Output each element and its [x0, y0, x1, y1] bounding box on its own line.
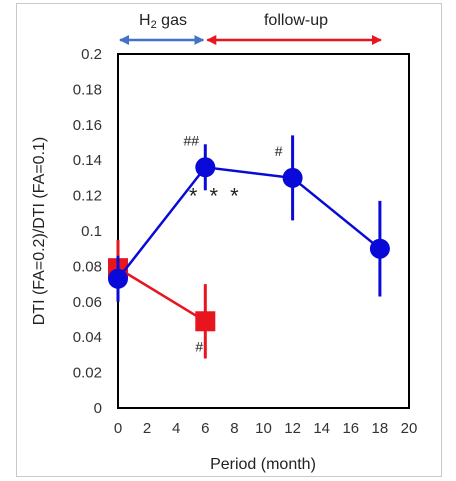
annotation-label: #: [275, 143, 283, 159]
y-tick-label: 0: [94, 400, 102, 417]
data-point-circle: [108, 268, 128, 289]
series-line: [117, 267, 206, 323]
phase-label-follow-up: follow-up: [264, 12, 328, 29]
data-marks: [108, 135, 390, 359]
y-tick-label: 0.2: [81, 46, 102, 63]
annotation-label: * * *: [189, 183, 242, 208]
y-tick-label: 0.16: [73, 117, 102, 134]
y-tick-label: 0.1: [81, 223, 102, 240]
data-point-circle: [282, 167, 303, 188]
x-tick-label: 6: [201, 420, 209, 437]
annotation-label: #: [195, 338, 203, 354]
series-line: [117, 165, 381, 280]
x-tick-label: 8: [230, 420, 238, 437]
x-axis-ticks: 0 2 4 6 8 10 12 14 16 18 20: [114, 420, 418, 437]
y-tick-label: 0.12: [73, 188, 102, 205]
x-tick-label: 18: [372, 420, 389, 437]
x-axis-title: Period (month): [210, 456, 316, 473]
y-axis-ticks: 0 0.02 0.04 0.06 0.08 0.1 0.12 0.14 0.16 0.18 0.2: [73, 46, 102, 417]
y-tick-label: 0.04: [73, 329, 102, 346]
annotation-label: ##: [184, 132, 200, 148]
x-tick-label: 4: [172, 420, 180, 437]
y-tick-label: 0.14: [73, 152, 102, 169]
data-point-square: [195, 311, 216, 332]
x-tick-label: 10: [255, 420, 272, 437]
y-tick-label: 0.18: [73, 81, 102, 98]
x-tick-label: 12: [284, 420, 301, 437]
y-tick-label: 0.02: [73, 365, 102, 382]
y-tick-label: 0.08: [73, 258, 102, 275]
data-point-circle: [369, 238, 390, 259]
x-tick-label: 14: [313, 420, 330, 437]
y-axis-title: DTI (FA=0.2)/DTI (FA=0.1): [31, 137, 48, 326]
x-tick-label: 2: [143, 420, 151, 437]
plot-area: [117, 53, 410, 409]
x-tick-label: 0: [114, 420, 122, 437]
phase-label-h2-gas: H2 gas: [139, 12, 187, 31]
data-point-circle: [195, 157, 216, 178]
y-tick-label: 0.06: [73, 294, 102, 311]
x-tick-label: 20: [401, 420, 418, 437]
x-tick-label: 16: [342, 420, 359, 437]
figure-frame: [16, 3, 442, 477]
annotations: ##* * *##: [184, 132, 283, 354]
